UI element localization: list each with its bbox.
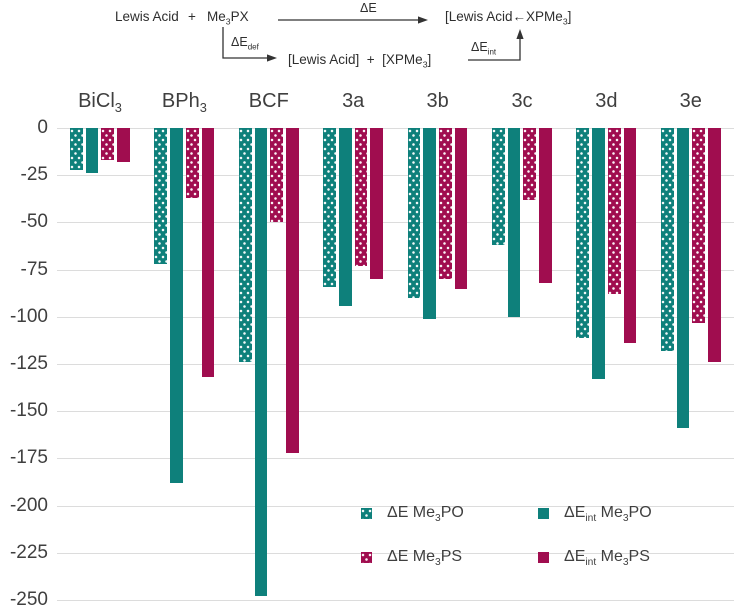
category-label: BCF [248, 90, 289, 112]
scheme-intermediate-fragments: [Lewis Acid] + [XPMe3] [288, 52, 432, 70]
y-tick-label: -100 [9, 305, 48, 327]
bar [454, 128, 468, 289]
bar [676, 128, 690, 429]
bar [623, 128, 637, 344]
reaction-scheme: Lewis Acid + Me3PX ΔE [Lewis Acid←XPMe3]… [0, 0, 734, 86]
legend-label: ΔE Me3PS [387, 548, 463, 569]
y-tick-label: -200 [9, 494, 48, 516]
category-label: 3a [342, 90, 365, 112]
legend-label: ΔE Me3PO [387, 504, 464, 525]
bar [576, 128, 590, 338]
bar [285, 128, 299, 453]
category-label: 3b [426, 90, 449, 112]
y-tick-label: -125 [9, 353, 48, 374]
gridline [57, 552, 734, 554]
bar [85, 128, 99, 174]
bar [692, 128, 705, 323]
scheme-plus-sign: + [188, 9, 196, 24]
legend-swatch [361, 551, 372, 563]
bar [423, 128, 437, 319]
legend-item: ΔE Me3PO [361, 503, 464, 525]
scheme-reactant-lewis-acid: Lewis Acid [115, 9, 179, 24]
legend-swatch [538, 507, 549, 519]
gridline [57, 364, 734, 365]
bar [407, 128, 421, 298]
category-label: 3e [679, 90, 702, 112]
bar [439, 128, 452, 279]
bar [523, 128, 537, 200]
gridline [57, 458, 734, 460]
bar [238, 128, 252, 363]
y-tick-label: -150 [9, 400, 48, 422]
y-tick-label: 0 [37, 117, 48, 138]
gridline [57, 269, 734, 271]
legend-label: ΔEint Me3PO [564, 504, 652, 525]
legend-swatch [361, 507, 372, 519]
gridline [57, 175, 734, 177]
gridline [57, 222, 734, 224]
bar [607, 128, 621, 295]
bar [101, 128, 115, 161]
gridline [57, 600, 734, 601]
y-tick-label: -225 [9, 541, 48, 563]
legend-item: ΔEint Me3PS [538, 547, 650, 569]
bar [254, 128, 268, 597]
y-tick-label: -25 [20, 164, 48, 186]
scheme-delta-e-def-label: ΔEdef [231, 35, 259, 52]
gridline [57, 128, 734, 129]
category-label: BPh3 [161, 90, 207, 115]
bar [660, 128, 674, 351]
scheme-product-adduct: [Lewis Acid←XPMe3] [445, 9, 572, 27]
bar [170, 128, 183, 483]
legend-item: ΔEint Me3PO [538, 503, 652, 525]
bar [592, 128, 605, 380]
bar [185, 128, 199, 198]
legend-label: ΔEint Me3PS [564, 548, 650, 569]
gridline [57, 411, 734, 413]
y-tick-label: -75 [20, 258, 48, 280]
bar [323, 128, 336, 287]
legend-item: ΔE Me3PS [361, 547, 463, 569]
bar [154, 128, 168, 264]
scheme-delta-e-int-label: ΔEint [471, 40, 497, 57]
bar [370, 128, 384, 279]
bar [117, 128, 130, 162]
scheme-delta-e-label: ΔE [360, 1, 377, 15]
category-label: 3c [511, 90, 533, 112]
y-tick-label: -175 [9, 447, 48, 469]
bar [354, 128, 368, 266]
bar [70, 128, 83, 170]
category-label: 3d [595, 90, 618, 112]
bar [338, 128, 352, 306]
bar [539, 128, 552, 283]
bar [492, 128, 505, 246]
bar [201, 128, 215, 378]
bar [270, 128, 283, 223]
y-tick-label: -250 [9, 589, 48, 610]
gridline [57, 505, 734, 507]
reaction-arrow-lines [222, 16, 524, 62]
category-label: BiCl3 [78, 90, 122, 115]
y-tick-label: -50 [20, 211, 48, 233]
legend-swatch [538, 551, 549, 563]
scheme-reactant-me3px: Me3PX [207, 9, 249, 27]
bar [507, 128, 521, 317]
bar [707, 128, 721, 363]
gridline [57, 316, 734, 318]
